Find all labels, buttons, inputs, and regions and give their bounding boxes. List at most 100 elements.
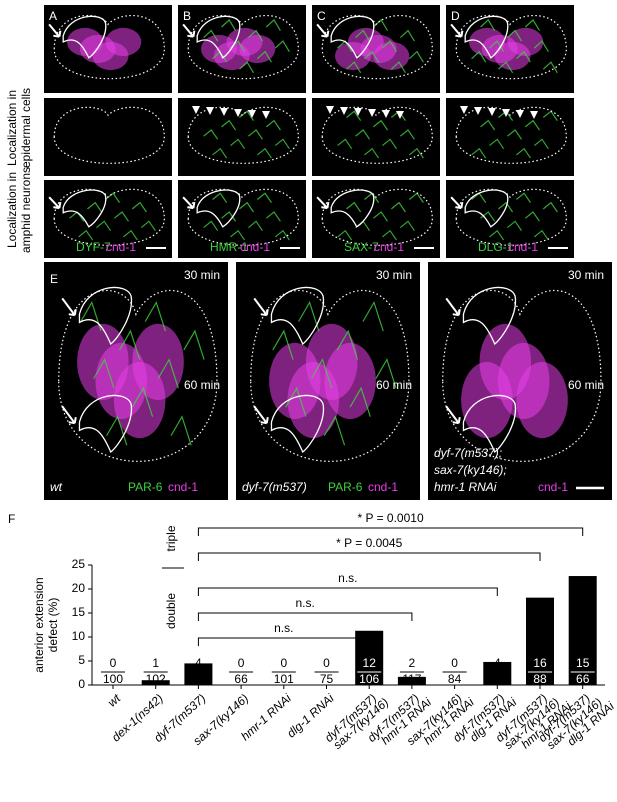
row-label: amphid neurons bbox=[19, 167, 33, 253]
signal bbox=[542, 201, 558, 213]
signal bbox=[346, 110, 362, 121]
signal bbox=[87, 201, 103, 213]
signal bbox=[239, 34, 276, 64]
amphid-outline bbox=[464, 189, 509, 228]
signal bbox=[471, 50, 487, 63]
signal bbox=[399, 29, 415, 42]
amphid-outline bbox=[196, 15, 241, 59]
embryo-outline bbox=[58, 289, 218, 462]
arrowhead bbox=[340, 107, 348, 115]
arrow bbox=[316, 196, 330, 210]
signal bbox=[310, 358, 333, 389]
genotype: dyf-7(m537); bbox=[434, 446, 502, 460]
signal bbox=[390, 61, 406, 74]
count-defective: 0 bbox=[280, 656, 287, 670]
arrow bbox=[182, 196, 196, 210]
signal bbox=[382, 138, 397, 150]
bar bbox=[526, 597, 554, 685]
panel-letter: C bbox=[317, 9, 326, 23]
arrow bbox=[182, 23, 196, 38]
signal bbox=[183, 329, 205, 360]
count-total: 84 bbox=[491, 672, 505, 686]
count-total: 106 bbox=[359, 672, 379, 686]
genotype: hmr-1 RNAi bbox=[434, 480, 497, 494]
arrow bbox=[61, 405, 77, 425]
panel-letter: B bbox=[183, 9, 191, 23]
signal bbox=[131, 201, 147, 213]
micrograph bbox=[44, 98, 172, 176]
panel-letter: D bbox=[451, 9, 460, 23]
time-label: 30 min bbox=[184, 268, 220, 282]
y-tick-label: 10 bbox=[72, 629, 86, 643]
signal bbox=[381, 40, 397, 52]
signal bbox=[346, 61, 362, 74]
signal bbox=[298, 300, 320, 332]
bracket bbox=[197, 637, 370, 646]
count-total: 66 bbox=[576, 672, 590, 686]
arrowhead bbox=[530, 111, 538, 119]
count-defective: 0 bbox=[238, 656, 245, 670]
count-defective: 16 bbox=[533, 656, 547, 670]
count-total: 88 bbox=[192, 672, 206, 686]
arrowhead bbox=[516, 110, 524, 118]
stain-label: PAR-6 bbox=[128, 480, 163, 494]
amphid-outline bbox=[62, 15, 107, 59]
arrow bbox=[445, 405, 461, 425]
signal bbox=[256, 50, 272, 63]
stain-label: SAX-7 bbox=[344, 240, 379, 254]
arrow bbox=[316, 23, 330, 38]
time-label: 60 min bbox=[184, 378, 220, 392]
arrowhead bbox=[460, 106, 468, 114]
time-label: 60 min bbox=[568, 378, 604, 392]
signal bbox=[265, 19, 281, 31]
signal bbox=[118, 329, 141, 360]
signal bbox=[212, 147, 228, 159]
comparison-label: n.s. bbox=[295, 596, 314, 610]
signal bbox=[221, 211, 237, 222]
signal bbox=[157, 358, 179, 389]
signal bbox=[489, 229, 505, 241]
signal bbox=[399, 220, 415, 232]
micrograph bbox=[178, 98, 306, 176]
stain-label: cnd-1 bbox=[240, 240, 270, 254]
signal bbox=[489, 138, 505, 150]
micrograph bbox=[178, 180, 306, 258]
signal bbox=[239, 61, 255, 74]
arrowhead bbox=[206, 107, 214, 115]
count-total: 117 bbox=[402, 672, 421, 686]
signal bbox=[274, 229, 290, 241]
signal bbox=[390, 201, 406, 213]
amphid-outline bbox=[78, 394, 133, 454]
count-total: 100 bbox=[103, 672, 123, 686]
signal bbox=[122, 229, 138, 241]
signal bbox=[96, 220, 112, 232]
signal bbox=[382, 229, 397, 241]
amphid-outline bbox=[270, 394, 325, 454]
signal bbox=[533, 40, 549, 52]
amphid-outline bbox=[464, 15, 509, 59]
signal bbox=[337, 138, 353, 150]
amphid-outline bbox=[270, 286, 325, 346]
signal bbox=[373, 41, 410, 71]
count-defective: 1 bbox=[152, 656, 159, 670]
row-label: Localization in bbox=[5, 90, 19, 166]
signal bbox=[203, 29, 219, 42]
arrowhead bbox=[192, 106, 200, 114]
micrograph bbox=[312, 180, 440, 258]
arrow bbox=[450, 196, 464, 210]
signal bbox=[256, 192, 272, 203]
arrowhead bbox=[234, 109, 242, 117]
genotype: sax-7(ky146); bbox=[434, 463, 507, 477]
arrowhead bbox=[474, 107, 482, 115]
signal bbox=[131, 386, 154, 417]
signal bbox=[507, 129, 523, 140]
micrograph bbox=[44, 180, 172, 258]
signal bbox=[230, 229, 246, 241]
count-total: 102 bbox=[146, 672, 166, 686]
signal bbox=[507, 29, 523, 42]
signal bbox=[542, 61, 558, 74]
group-label: triple bbox=[164, 525, 178, 551]
signal bbox=[533, 229, 549, 241]
stain-label: DYF-7 bbox=[76, 240, 111, 254]
